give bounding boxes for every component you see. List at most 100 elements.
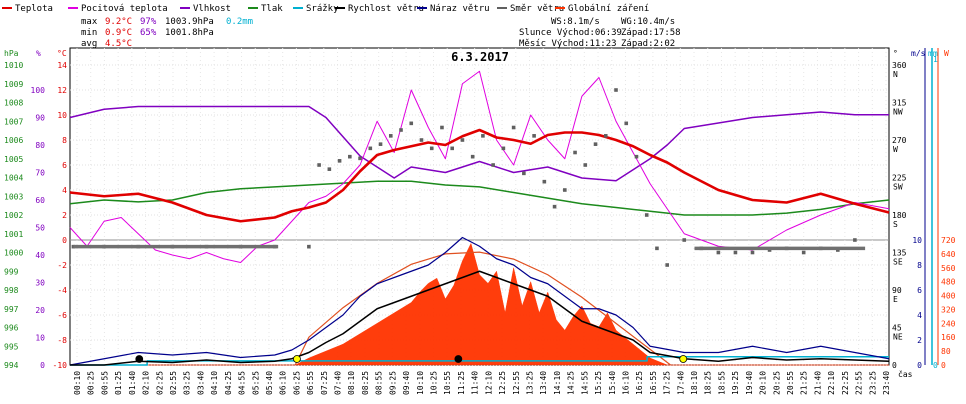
x-tick-label: 13:25 [525,371,534,395]
wind-direction-point [460,138,465,142]
x-tick-label: 00:10 [73,371,82,395]
x-tick-label: 05:25 [251,371,260,395]
wind-direction-point [733,250,738,255]
x-tick-label: 06:25 [292,371,301,395]
wind-direction-point [317,163,321,167]
x-tick-label: 21:40 [813,371,822,395]
moonset-marker [135,355,144,363]
wind-direction-point [378,142,383,146]
legend-label: Rychlost větru [348,4,424,14]
legend-label: Srážky [306,4,339,14]
y-tick-c: 14 [57,61,67,70]
y-tick-direction: 45 [892,324,902,333]
x-tick-label: 11:25 [457,371,466,395]
y-tick-direction: 315 [892,99,907,108]
wind-direction-point [491,163,495,167]
wind-direction-point [634,154,639,159]
y-tick-hpa: 1000 [4,249,23,258]
wind-direction-point [327,167,332,171]
x-tick-label: 08:10 [347,371,356,395]
legend-label: Náraz větru [430,4,490,14]
y-tick-hpa: 995 [4,342,19,351]
y-tick-ms: 6 [917,286,922,295]
y-tick-direction-label: SE [893,258,903,267]
y-tick-w: 80 [941,347,951,356]
x-tick-label: 17:40 [676,371,685,395]
x-tick-label: 12:25 [498,371,507,395]
x-tick-label: 12:55 [512,371,521,395]
x-tick-label: 07:25 [320,371,329,395]
wind-direction-point [593,142,598,146]
wind-direction-point [614,88,618,92]
wind-direction-point [481,134,485,138]
wind-direction-point [388,134,393,138]
wind-direction-point [542,179,547,184]
wind-direction-point [501,146,506,151]
x-tick-label: 04:55 [238,371,247,395]
y-tick-ms: 2 [917,336,922,345]
wind-direction-point [573,150,577,155]
y-tick-hpa: 1003 [4,192,23,201]
y-tick-hpa: 1009 [4,80,23,89]
stats-row-label: min [81,28,97,38]
y-tick-hpa: 1010 [4,61,23,70]
x-tick-label: 13:40 [539,371,548,395]
stats-temp: 9.2°C [105,17,132,27]
y-tick-direction-label: NE [893,333,903,342]
x-tick-label: 02:10 [142,371,151,395]
wind-direction-point [853,238,857,242]
stats-moonrise: Měsíc Východ:11:23 [519,39,617,49]
wind-direction-point [665,263,669,267]
wind-direction-point [682,238,687,242]
y-tick-c: 0 [62,236,67,245]
wind-direction-point [399,128,403,132]
legend-label: Globální záření [568,4,649,14]
y-tick-ms: 10 [912,236,922,245]
stats-ws: WS:8.1m/s [551,17,600,27]
y-tick-hpa: 997 [4,305,19,314]
y-tick-direction-label: NW [893,108,903,117]
sunrise-marker [293,355,301,363]
x-tick-label: 10:55 [443,371,452,395]
wind-direction-point [716,250,721,255]
y-tick-ms: 8 [917,261,922,270]
y-axis-unit-pct: % [36,49,41,58]
wind-direction-point [440,125,444,130]
x-tick-label: 15:40 [608,371,617,395]
wind-direction-point [583,163,588,167]
y-tick-c: -8 [57,336,67,345]
y-tick-pct: 60 [35,196,45,205]
y-tick-c: 6 [62,161,67,170]
y-tick-pct: 0 [40,361,45,370]
y-tick-pct: 20 [35,306,45,315]
y-tick-w: 240 [941,319,956,328]
y-tick-pct: 30 [35,279,45,288]
y-tick-mm: 0 [933,361,938,370]
x-tick-label: 01:25 [114,371,123,395]
x-tick-label: 14:10 [553,371,562,395]
wind-direction-point [470,154,475,159]
wind-direction-point [532,134,536,138]
x-tick-label: 03:40 [196,371,205,395]
stats-sunrise: Slunce Východ:06:39 [519,28,622,38]
series-globalni-zareni-max [294,251,671,366]
y-tick-pct: 80 [35,141,45,150]
wind-direction-point [603,134,608,138]
y-tick-direction: 180 [892,211,907,220]
y-tick-hpa: 998 [4,286,19,295]
y-tick-hpa: 1008 [4,99,23,108]
x-tick-label: 00:25 [87,371,96,395]
y-tick-direction-label: S [893,220,898,229]
y-tick-direction: 0 [892,361,897,370]
y-tick-ms: 4 [917,311,922,320]
y-tick-c: -6 [57,311,67,320]
y-tick-c: 10 [57,111,67,120]
x-tick-label: 10:25 [430,371,439,395]
y-axis-unit-c: °C [57,49,67,58]
wind-direction-point [358,156,362,161]
y-tick-pct: 50 [35,224,45,233]
x-tick-label: 19:40 [745,371,754,395]
sunset-marker [679,355,688,363]
series-tlak [69,180,890,216]
y-tick-pct: 90 [35,114,45,123]
